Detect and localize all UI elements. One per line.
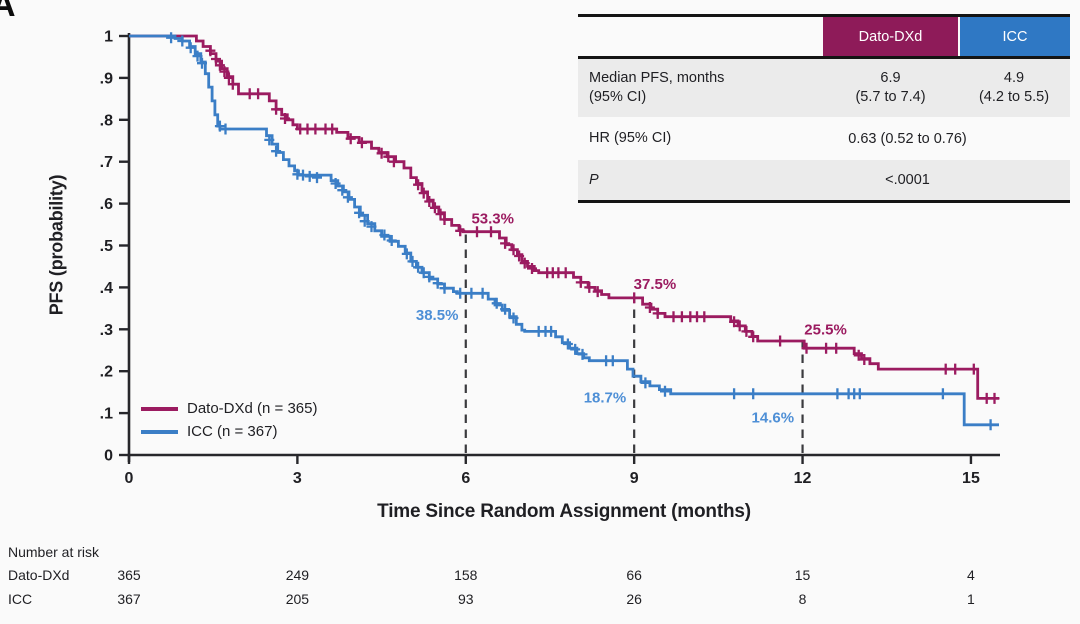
y-axis-title: PFS (probability) <box>46 174 67 316</box>
icc-line-swatch <box>141 429 178 434</box>
summary-table: Dato-DXd ICC Median PFS, months (95% CI)… <box>578 14 1070 203</box>
y-tick-label: .2 <box>100 364 113 381</box>
panel-label: A <box>0 0 16 24</box>
legend-label-icc: ICC (n = 367) <box>187 423 278 440</box>
p-value: <.0001 <box>885 172 930 188</box>
summary-row-median-pfs: Median PFS, months (95% CI) 6.9 (5.7 to … <box>578 59 1070 117</box>
summary-row-p-value: P <.0001 <box>578 160 1070 200</box>
legend-item-dato: Dato-DXd (n = 365) <box>141 397 317 420</box>
risk-count: 367 <box>117 591 141 607</box>
median-pfs-dato-value: 6.9 (5.7 to 7.4) <box>855 70 926 105</box>
landmark-percent-label: 14.6% <box>752 410 795 427</box>
x-axis-title: Time Since Random Assignment (months) <box>377 501 751 522</box>
hr-label: HR (95% CI) <box>589 130 672 146</box>
y-tick-label: .9 <box>100 70 113 87</box>
risk-row-label-dato: Dato-DXd <box>8 567 70 583</box>
summary-header-blank-cell <box>578 17 823 56</box>
p-label: P <box>589 171 599 188</box>
y-tick-label: .4 <box>100 280 113 297</box>
x-tick-label: 9 <box>630 470 639 487</box>
median-pfs-label: Median PFS, months (95% CI) <box>589 70 725 105</box>
x-tick-label: 12 <box>794 470 812 487</box>
risk-row-label-icc: ICC <box>8 591 33 607</box>
y-tick-label: .3 <box>100 322 113 339</box>
y-tick-label: .8 <box>100 112 113 129</box>
x-tick-label: 0 <box>125 470 134 487</box>
legend-item-icc: ICC (n = 367) <box>141 420 317 443</box>
y-tick-label: .6 <box>100 196 113 213</box>
summary-row-hr: HR (95% CI) 0.63 (0.52 to 0.76) <box>578 117 1070 160</box>
y-tick-label: 0 <box>104 448 113 465</box>
summary-header-dato: Dato-DXd <box>823 17 958 56</box>
hr-value: 0.63 (0.52 to 0.76) <box>848 130 967 147</box>
number-at-risk-title: Number at risk <box>8 544 100 560</box>
dato-dxd-line-swatch <box>141 406 178 411</box>
landmark-percent-label: 38.5% <box>416 307 459 324</box>
risk-count: 15 <box>794 567 811 583</box>
risk-count: 26 <box>626 591 642 607</box>
y-tick-label: 1 <box>104 29 113 46</box>
risk-count: 205 <box>285 591 310 607</box>
risk-count: 365 <box>117 567 141 583</box>
landmark-percent-label: 53.3% <box>471 210 514 227</box>
risk-count: 158 <box>454 567 478 583</box>
censor-marks-icc <box>166 32 996 431</box>
median-pfs-icc-value: 4.9 (4.2 to 5.5) <box>978 70 1050 105</box>
risk-count: 66 <box>626 567 642 583</box>
x-tick-label: 3 <box>293 470 302 487</box>
x-tick-label: 15 <box>962 470 980 487</box>
risk-count: 1 <box>967 591 975 607</box>
summary-header-icc: ICC <box>958 17 1070 56</box>
x-tick-label: 6 <box>461 470 470 487</box>
risk-count: 93 <box>457 591 474 607</box>
chart-legend: Dato-DXd (n = 365) ICC (n = 367) <box>141 397 317 443</box>
landmark-percent-label: 25.5% <box>804 321 847 338</box>
landmark-percent-label: 18.7% <box>584 390 627 407</box>
risk-count: 249 <box>285 567 310 583</box>
y-tick-label: .5 <box>100 238 113 255</box>
y-tick-label: .1 <box>100 406 113 423</box>
legend-label-dato: Dato-DXd (n = 365) <box>187 400 318 417</box>
risk-count: 8 <box>798 591 807 607</box>
censor-marks-dato-dxd <box>205 45 1000 404</box>
risk-count: 4 <box>967 567 975 583</box>
y-tick-label: .7 <box>100 154 113 171</box>
summary-table-header: Dato-DXd ICC <box>578 17 1070 59</box>
landmark-percent-label: 37.5% <box>634 276 677 293</box>
